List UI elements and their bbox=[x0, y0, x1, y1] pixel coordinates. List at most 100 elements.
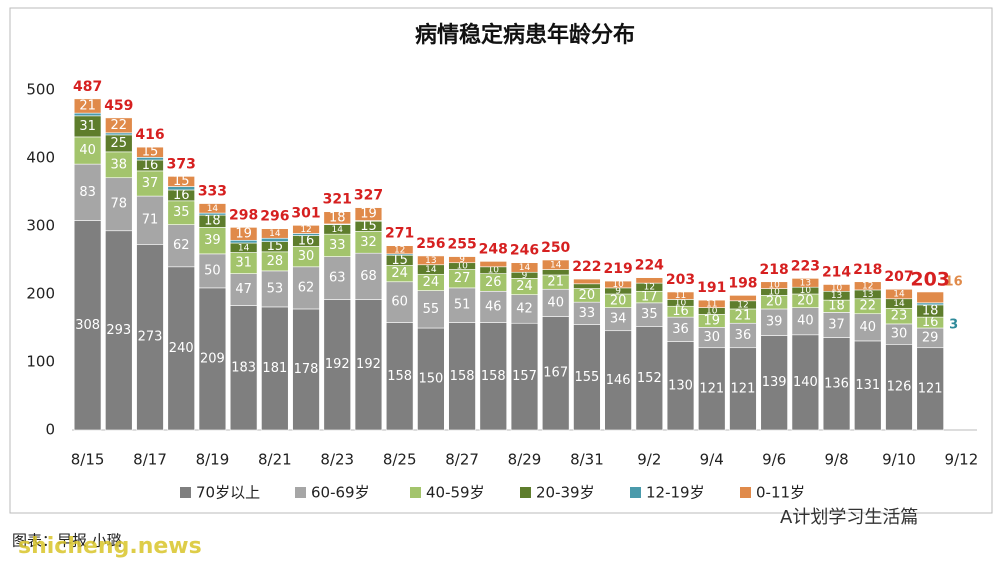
total-label: 459 bbox=[104, 98, 133, 114]
data-label: 14 bbox=[238, 243, 250, 253]
bar-segment bbox=[854, 313, 882, 342]
bar-segment bbox=[354, 299, 383, 431]
data-label: 24 bbox=[423, 275, 440, 290]
legend-label: 60-69岁 bbox=[311, 484, 370, 502]
bar-segment bbox=[105, 132, 133, 136]
data-label: 273 bbox=[138, 330, 163, 345]
total-label: 218 bbox=[760, 262, 789, 278]
legend-swatch bbox=[740, 487, 751, 498]
data-label: 27 bbox=[454, 271, 471, 286]
data-label: 24 bbox=[391, 266, 408, 281]
data-label: 15 bbox=[267, 239, 284, 254]
x-tick-label: 8/27 bbox=[445, 451, 479, 469]
data-label: 40 bbox=[547, 295, 564, 310]
legend-swatch bbox=[410, 487, 421, 498]
x-tick-label: 9/8 bbox=[824, 451, 848, 469]
total-label: 271 bbox=[385, 226, 414, 242]
bar-segment bbox=[261, 306, 289, 431]
bar-segment bbox=[167, 266, 195, 431]
bar-segment bbox=[198, 227, 227, 255]
bar-segment bbox=[666, 291, 695, 300]
data-label: 21 bbox=[547, 275, 564, 290]
data-label: 33 bbox=[329, 238, 346, 253]
bar-segment bbox=[729, 322, 757, 349]
data-label: 10 bbox=[488, 266, 500, 276]
data-label: 26 bbox=[485, 275, 502, 290]
data-label: 12 bbox=[862, 281, 873, 291]
data-label: 10 bbox=[706, 307, 718, 317]
data-label: 71 bbox=[142, 213, 159, 228]
bar-segment bbox=[354, 207, 383, 221]
data-label: 36 bbox=[672, 322, 689, 337]
data-label: 25 bbox=[111, 136, 128, 151]
data-label: 121 bbox=[918, 381, 943, 396]
data-label: 13 bbox=[425, 256, 436, 266]
bar-segment bbox=[791, 278, 820, 288]
bar-segment bbox=[541, 269, 570, 276]
data-label: 32 bbox=[360, 235, 377, 250]
bar-segment bbox=[73, 220, 102, 431]
data-label: 38 bbox=[111, 157, 128, 172]
total-label: 256 bbox=[416, 236, 445, 252]
data-label: 14 bbox=[893, 290, 905, 300]
total-label: 223 bbox=[791, 258, 820, 274]
data-label: 140 bbox=[793, 375, 818, 390]
data-label: 14 bbox=[207, 204, 219, 214]
data-label: 209 bbox=[200, 351, 225, 366]
total-label: 224 bbox=[635, 258, 664, 274]
bar-segment bbox=[73, 98, 102, 114]
bar-segment bbox=[854, 340, 882, 431]
bar-segment bbox=[448, 322, 476, 431]
bar-segment bbox=[510, 322, 539, 431]
data-label: 68 bbox=[360, 269, 377, 284]
total-label: 298 bbox=[229, 207, 258, 223]
data-label: 30 bbox=[298, 249, 315, 264]
data-label: 16 bbox=[298, 233, 315, 248]
data-label: 14 bbox=[893, 299, 905, 309]
data-label: 37 bbox=[828, 317, 845, 332]
source: 图表：早报 小璐 bbox=[12, 532, 122, 550]
bar-segment bbox=[479, 261, 508, 268]
bar-segment bbox=[479, 322, 508, 431]
data-label: 18 bbox=[828, 299, 845, 314]
total-label: 487 bbox=[73, 79, 102, 95]
data-label: 55 bbox=[423, 302, 440, 317]
data-label: 158 bbox=[481, 369, 506, 384]
data-label: 131 bbox=[855, 378, 880, 393]
watermark: shicheng.news bbox=[18, 534, 202, 559]
data-label: 14 bbox=[425, 265, 437, 275]
data-label: 16 bbox=[672, 304, 689, 319]
data-label: 146 bbox=[606, 373, 631, 388]
data-label: 13 bbox=[800, 278, 811, 288]
data-label: 181 bbox=[262, 361, 287, 376]
data-label: 158 bbox=[387, 369, 412, 384]
data-label: 16 bbox=[922, 315, 939, 330]
data-label: 21 bbox=[735, 309, 752, 324]
bar-segment bbox=[198, 287, 227, 431]
data-label: 10 bbox=[768, 281, 780, 291]
total-label: 301 bbox=[291, 205, 320, 221]
account: A计划学习生活篇 bbox=[780, 507, 918, 528]
data-label: 183 bbox=[231, 360, 256, 375]
bar-segment bbox=[417, 255, 445, 266]
bar-segment bbox=[822, 312, 851, 338]
data-label: 136 bbox=[824, 376, 849, 391]
bar-segment bbox=[604, 280, 632, 289]
bar-segment bbox=[573, 283, 601, 289]
data-label: 155 bbox=[574, 370, 599, 385]
data-label: 53 bbox=[267, 281, 284, 296]
bar-segment bbox=[635, 277, 664, 284]
bar-segment bbox=[292, 225, 320, 234]
data-label: 20 bbox=[766, 295, 783, 310]
data-label: 18 bbox=[204, 214, 221, 229]
bar-segment bbox=[698, 299, 726, 308]
bar-segment bbox=[479, 290, 508, 323]
bar-segment bbox=[510, 262, 539, 273]
bar-segment bbox=[105, 230, 133, 431]
legend-label: 20-39岁 bbox=[536, 484, 595, 502]
data-label: 35 bbox=[173, 205, 190, 220]
data-label: 30 bbox=[891, 327, 908, 342]
data-label: 40 bbox=[797, 314, 814, 329]
bar-segment bbox=[167, 176, 195, 187]
bar-segment bbox=[822, 284, 851, 292]
